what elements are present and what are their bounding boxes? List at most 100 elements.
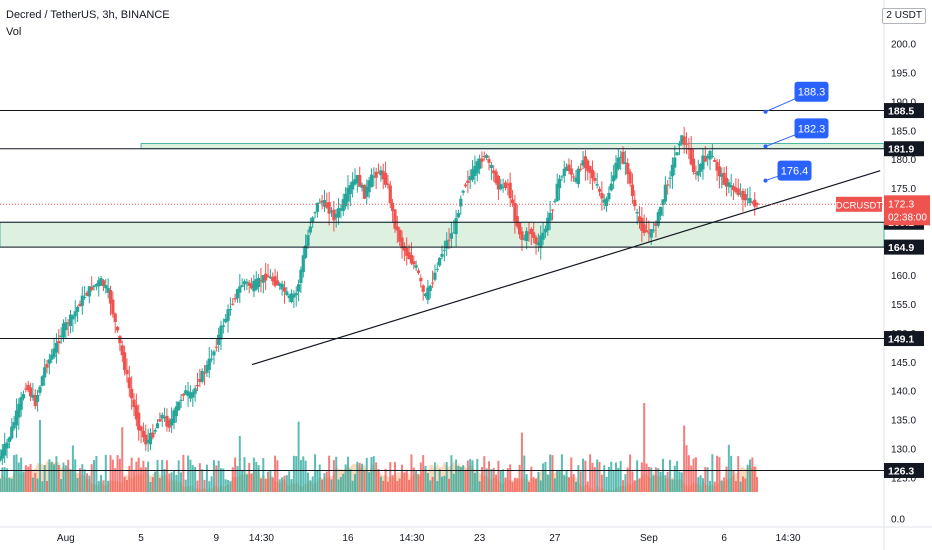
candle[interactable] (75, 307, 80, 312)
candle[interactable] (421, 285, 425, 292)
candle[interactable] (247, 282, 251, 286)
candle[interactable] (379, 170, 383, 176)
candle[interactable] (47, 359, 51, 364)
candle[interactable] (38, 386, 42, 393)
candle[interactable] (738, 193, 743, 195)
candle[interactable] (362, 184, 367, 199)
candle[interactable] (130, 388, 134, 399)
candle[interactable] (90, 287, 94, 290)
candle[interactable] (155, 423, 160, 429)
candle[interactable] (71, 315, 75, 320)
candle[interactable] (574, 177, 578, 182)
candle[interactable] (647, 232, 651, 234)
candle[interactable] (433, 272, 437, 280)
candle[interactable] (14, 410, 19, 426)
candle[interactable] (108, 290, 113, 304)
target-callout[interactable] (777, 160, 812, 181)
candle[interactable] (560, 176, 564, 178)
candle[interactable] (97, 280, 101, 287)
candle[interactable] (626, 163, 630, 175)
candle[interactable] (663, 184, 667, 202)
candle[interactable] (532, 232, 536, 238)
candle[interactable] (94, 284, 98, 286)
candle[interactable] (296, 284, 301, 292)
candle[interactable] (383, 173, 388, 185)
candle[interactable] (722, 172, 726, 185)
candle[interactable] (478, 158, 482, 169)
candle[interactable] (120, 345, 124, 356)
candle[interactable] (576, 168, 580, 185)
candle[interactable] (590, 169, 595, 179)
candle[interactable] (691, 158, 696, 172)
candle[interactable] (292, 294, 296, 298)
candle[interactable] (546, 217, 550, 231)
candle[interactable] (393, 209, 397, 229)
candle[interactable] (372, 176, 376, 178)
candle[interactable] (7, 437, 12, 442)
candle[interactable] (414, 265, 418, 268)
candle[interactable] (567, 164, 571, 172)
candle[interactable] (325, 202, 329, 208)
candle[interactable] (125, 369, 129, 375)
candle[interactable] (593, 178, 597, 181)
candle[interactable] (346, 187, 350, 202)
candle[interactable] (123, 352, 127, 371)
candle[interactable] (489, 164, 493, 169)
candle[interactable] (172, 410, 176, 424)
candle[interactable] (268, 276, 272, 279)
candle[interactable] (280, 283, 284, 290)
candle[interactable] (217, 334, 221, 345)
candle[interactable] (680, 135, 684, 144)
candle[interactable] (320, 200, 324, 203)
candle[interactable] (682, 136, 686, 145)
candle[interactable] (668, 177, 672, 179)
candle[interactable] (313, 212, 317, 214)
candle[interactable] (205, 365, 209, 373)
candle[interactable] (416, 270, 421, 273)
candle[interactable] (242, 281, 247, 285)
candle[interactable] (607, 192, 611, 200)
candle[interactable] (581, 160, 585, 166)
candle[interactable] (659, 206, 663, 216)
candle[interactable] (167, 420, 171, 428)
candle[interactable] (132, 399, 136, 408)
candle[interactable] (127, 377, 131, 389)
candle[interactable] (753, 199, 757, 207)
candle[interactable] (630, 184, 635, 196)
candle[interactable] (673, 157, 677, 168)
candle[interactable] (278, 283, 282, 286)
candle[interactable] (78, 303, 82, 307)
candle[interactable] (334, 213, 338, 218)
candle[interactable] (376, 172, 381, 174)
currency-selector[interactable]: 2 USDT (882, 8, 926, 24)
candle[interactable] (565, 166, 569, 171)
candle[interactable] (649, 229, 653, 238)
support-resistance-zone[interactable] (0, 221, 885, 248)
candle[interactable] (534, 237, 538, 244)
candle[interactable] (440, 253, 444, 257)
candle[interactable] (311, 217, 315, 223)
candle[interactable] (461, 190, 465, 193)
candle[interactable] (750, 201, 754, 203)
candle[interactable] (435, 268, 439, 270)
candle[interactable] (52, 348, 56, 358)
candle[interactable] (261, 275, 265, 283)
candle[interactable] (266, 275, 270, 278)
candle[interactable] (609, 183, 613, 191)
candle[interactable] (515, 216, 519, 227)
candle[interactable] (710, 156, 714, 158)
candle[interactable] (499, 184, 503, 190)
candle[interactable] (68, 314, 73, 327)
candle[interactable] (57, 340, 61, 344)
candle[interactable] (720, 173, 724, 177)
candle[interactable] (306, 234, 310, 246)
candle[interactable] (353, 179, 357, 185)
candle[interactable] (513, 203, 517, 222)
candle[interactable] (195, 384, 200, 387)
candle[interactable] (717, 166, 722, 177)
candle[interactable] (308, 226, 312, 233)
candle[interactable] (151, 432, 155, 438)
candle[interactable] (579, 168, 583, 170)
candle[interactable] (219, 325, 223, 340)
candle[interactable] (543, 228, 548, 233)
